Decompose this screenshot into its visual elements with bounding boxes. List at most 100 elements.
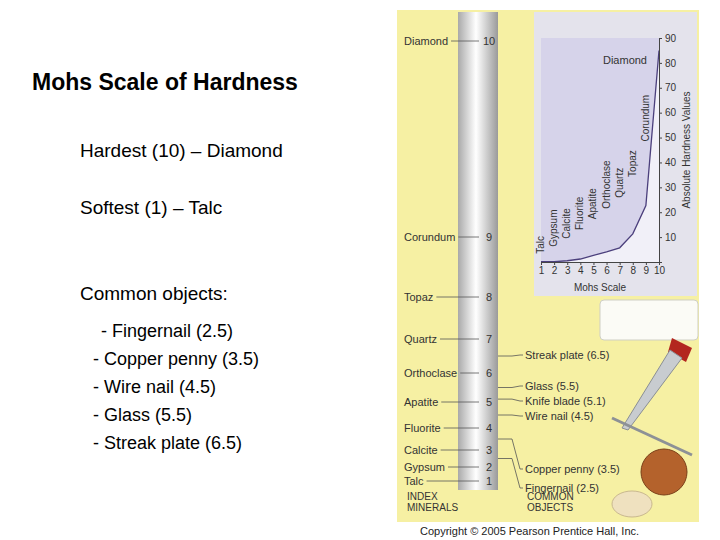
y-tick-mark <box>659 237 662 238</box>
x-tick: 10 <box>654 262 666 276</box>
object-leader <box>498 386 523 388</box>
y-tick-label: 10 <box>665 232 677 243</box>
plot-marks <box>541 50 659 262</box>
mineral-label: Quartz <box>404 333 437 345</box>
knife-blade-icon <box>622 350 682 430</box>
object-label: Wire nail (4.5) <box>525 410 593 422</box>
panel-background <box>397 10 699 522</box>
x-tick-label: 10 <box>654 265 666 276</box>
y-tick: 50 <box>659 132 677 143</box>
x-tick: 4 <box>578 262 584 276</box>
mineral-number: 5 <box>486 396 492 408</box>
y-tick-label: 40 <box>665 157 677 168</box>
mineral-tick <box>427 481 479 482</box>
x-tick-label: 4 <box>578 265 584 276</box>
x-tick: 6 <box>604 262 610 276</box>
mineral-number: 8 <box>486 291 492 303</box>
copyright-strip <box>397 522 699 540</box>
slide-list-item: - Wire nail (4.5) <box>93 377 216 397</box>
x-axis: 123456789 10 <box>539 262 666 276</box>
curve-annotation: Calcite <box>561 208 572 239</box>
slide-line: Softest (1) – Talc <box>80 197 222 218</box>
mineral-number: 9 <box>486 231 492 243</box>
object-leader <box>498 459 523 489</box>
slide: Mohs Scale of Hardness Hardest (10) – Dia… <box>0 0 720 540</box>
y-tick-label: 90 <box>665 33 677 44</box>
mineral-number: 4 <box>486 422 492 434</box>
slide-list-item: - Streak plate (6.5) <box>93 433 242 453</box>
mineral-label: Orthoclase <box>404 367 457 379</box>
slide-list-item: - Glass (5.5) <box>93 405 192 425</box>
mineral-label: Fluorite <box>404 422 441 434</box>
mineral-number: 6 <box>486 367 492 379</box>
mineral-label: Diamond <box>404 35 448 47</box>
x-tick: 1 <box>539 262 545 276</box>
y-axis-title: Absolute Hardness Values <box>681 91 692 208</box>
mineral-tick <box>440 339 479 340</box>
slide-line: Hardest (10) – Diamond <box>80 140 283 161</box>
mineral-tick <box>436 297 479 298</box>
mineral-label: Talc <box>404 475 424 487</box>
y-tick-label: 50 <box>665 132 677 143</box>
x-axis-line <box>542 263 660 266</box>
object-leader <box>498 399 523 401</box>
x-tick: 8 <box>630 262 636 276</box>
x-tick-label: 7 <box>617 265 623 276</box>
curve-annotation: Apatite <box>587 188 598 220</box>
object-leader <box>498 355 523 356</box>
mineral-label: Topaz <box>404 291 433 303</box>
streak-plate-icon <box>600 300 698 340</box>
object-label: Streak plate (6.5) <box>525 349 609 361</box>
y-axis: 102030405060708090 <box>659 33 677 263</box>
x-tick: 5 <box>591 262 597 276</box>
curve-annotation: Diamond <box>603 54 647 66</box>
y-tick: 80 <box>659 58 677 69</box>
object-leader <box>498 439 523 469</box>
copyright: Copyright © 2005 Pearson Prentice Hall, … <box>420 525 639 537</box>
penny-icon <box>641 449 687 495</box>
y-tick-mark <box>659 63 662 64</box>
y-tick-label: 20 <box>665 207 677 218</box>
x-tick-label: 9 <box>644 265 650 276</box>
curve-annotation: Orthoclase <box>601 160 612 209</box>
x-tick: 3 <box>565 262 571 276</box>
objects-header: OBJECTS <box>527 502 573 513</box>
y-tick-mark <box>659 162 662 163</box>
x-tick-label: 1 <box>539 265 545 276</box>
x-tick-label: 2 <box>552 265 558 276</box>
curve-area <box>541 50 659 262</box>
y-tick-mark <box>659 212 662 213</box>
x-tick: 2 <box>552 262 558 276</box>
y-tick-mark <box>659 38 662 39</box>
y-tick-label: 60 <box>665 107 677 118</box>
y-tick-mark <box>659 113 662 114</box>
mineral-tick <box>441 402 479 403</box>
x-tick: 9 <box>644 262 650 276</box>
fingernail-icon <box>612 491 652 517</box>
y-tick: 70 <box>659 82 677 93</box>
x-tick-label: 8 <box>630 265 636 276</box>
nail-icon <box>612 418 692 455</box>
x-tick: 7 <box>617 262 623 276</box>
scale-bar <box>458 12 498 490</box>
x-tick-label: 5 <box>591 265 597 276</box>
mineral-number: 10 <box>483 35 495 47</box>
y-tick: 20 <box>659 207 677 218</box>
curve-annotation: Quartz <box>614 168 625 198</box>
mineral-tick <box>451 41 479 42</box>
slide-title: Mohs Scale of Hardness <box>32 69 298 95</box>
x-tick-label: 3 <box>565 265 571 276</box>
curve-annotation: Talc <box>535 236 546 254</box>
y-tick-mark <box>659 138 662 139</box>
mineral-label: Calcite <box>404 444 438 456</box>
mineral-tick <box>460 373 479 374</box>
mineral-tick <box>441 450 479 451</box>
curve-annotation: Gypsum <box>548 210 559 247</box>
y-tick-mark <box>659 187 662 188</box>
y-tick-label: 80 <box>665 58 677 69</box>
x-axis-title: Mohs Scale <box>574 282 627 293</box>
minerals-header: INDEX <box>407 491 438 502</box>
curve-annotation: Topaz <box>627 150 638 177</box>
y-tick-label: 70 <box>665 82 677 93</box>
y-axis-line <box>660 39 663 263</box>
